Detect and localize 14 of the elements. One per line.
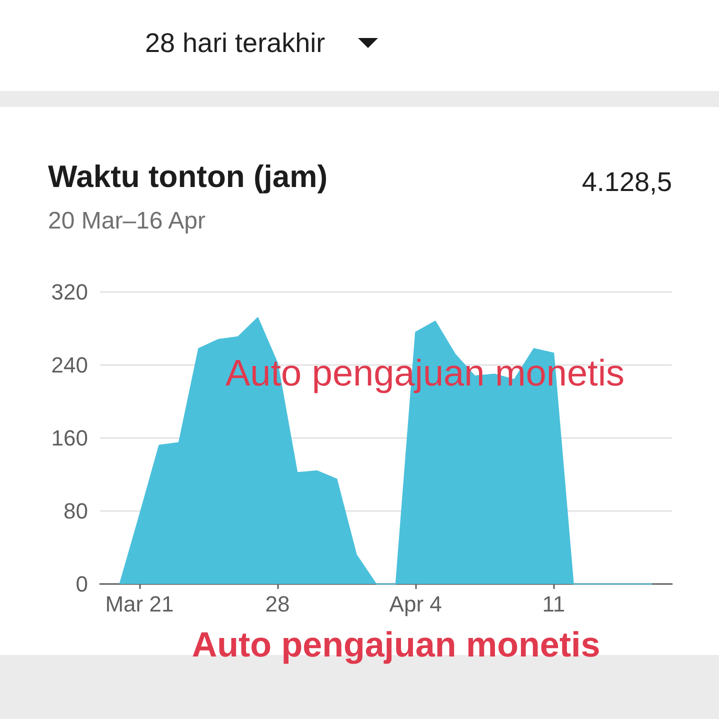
chart-subtitle: 20 Mar–16 Apr: [48, 208, 206, 234]
text: Auto pengajuan monetis: [192, 626, 600, 664]
x-tick-label: 28: [265, 592, 290, 616]
text: 28 hari terakhir: [145, 28, 326, 58]
x-tick-label: Mar 21: [105, 592, 174, 616]
y-tick-label: 80: [64, 498, 88, 524]
x-tick-label: 11: [542, 592, 566, 616]
y-tick-label: 320: [51, 280, 88, 304]
chart-title: Waktu tonton (jam): [48, 159, 328, 194]
text: 4.128,5: [582, 167, 672, 197]
y-tick-label: 0: [76, 572, 88, 596]
x-tick-label: Apr 4: [389, 592, 442, 616]
y-tick-label: 160: [51, 426, 88, 450]
y-tick-label: 240: [51, 352, 88, 378]
